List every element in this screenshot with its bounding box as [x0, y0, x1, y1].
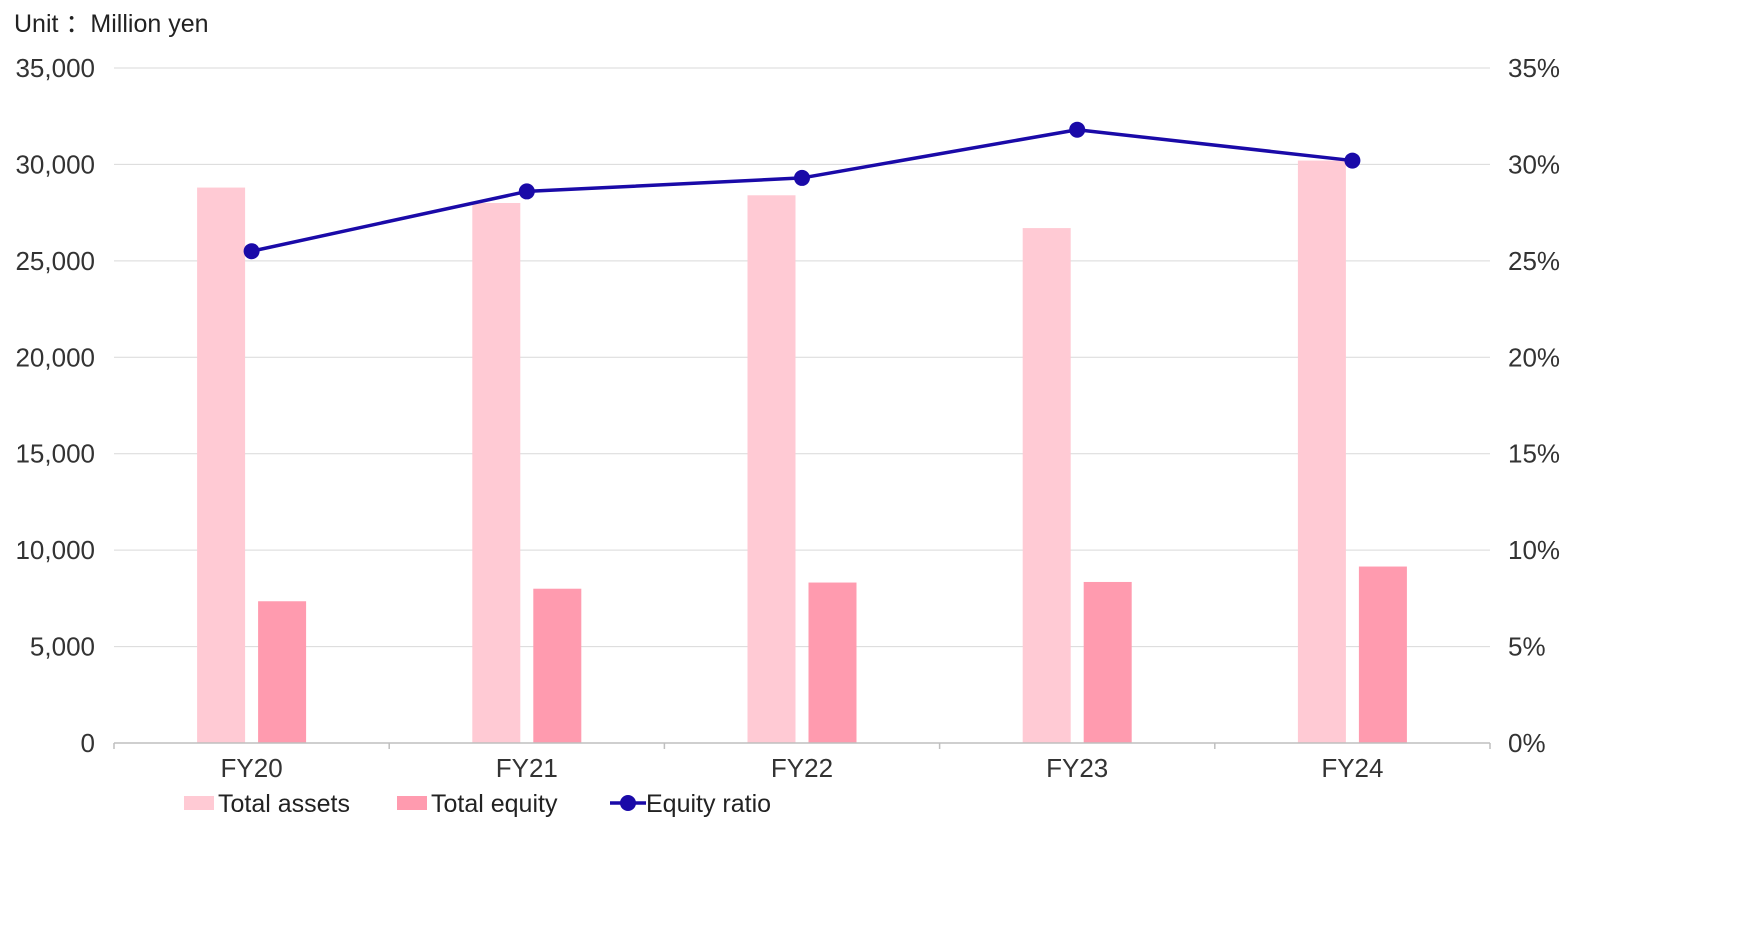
total-assets-bar [1022, 228, 1071, 744]
legend-swatch [397, 796, 427, 810]
y-right-tick-label: 10% [1508, 535, 1560, 565]
total-equity-bar [533, 588, 582, 743]
total-equity-bar [258, 601, 307, 743]
y-right-tick-label: 30% [1508, 149, 1560, 179]
y-right-tick-label: 15% [1508, 439, 1560, 469]
equity-ratio-point [1344, 152, 1361, 169]
equity-ratio-line [251, 127, 1353, 253]
y-left-tick-label: 0 [81, 728, 95, 758]
total-assets-bar [1297, 160, 1346, 744]
y-right-tick-label: 20% [1508, 342, 1560, 372]
y-left-tick-label: 35,000 [15, 53, 95, 83]
y-left-tick-label: 25,000 [15, 246, 95, 276]
lines [243, 121, 1361, 260]
total-equity-bar [808, 582, 857, 743]
total-assets-bar [197, 187, 246, 744]
y-left-tick-label: 30,000 [15, 149, 95, 179]
total-equity-bar [1358, 566, 1407, 743]
x-tick-label: FY24 [1321, 753, 1383, 783]
y-left-tick-label: 20,000 [15, 342, 95, 372]
y-right-tick-label: 5% [1508, 632, 1546, 662]
y-right-tick-label: 0% [1508, 728, 1546, 758]
total-assets-bar [747, 195, 796, 744]
bars [197, 160, 1407, 744]
equity-ratio-point [243, 243, 260, 260]
unit-label: Unit ：Million yen [14, 10, 209, 38]
legend-swatch [184, 796, 214, 810]
x-tick-label: FY21 [496, 753, 558, 783]
x-tick-label: FY22 [771, 753, 833, 783]
y-left-tick-label: 15,000 [15, 439, 95, 469]
equity-ratio-point [794, 169, 810, 186]
legend-swatch-marker [620, 795, 636, 811]
axes: 0 0% 5,000 5% 10,000 10% 15,000 15% 20,000 20% 25,… [15, 53, 1560, 783]
y-right-tick-label: 25% [1508, 246, 1560, 276]
total-equity-bar [1083, 581, 1132, 743]
legend: Total assets Total equity Equity ratio [184, 790, 771, 818]
y-left-tick-label: 10,000 [15, 535, 95, 565]
x-tick-label: FY23 [1046, 753, 1108, 783]
legend-label: Total equity [431, 790, 558, 818]
equity-ratio-point [1069, 121, 1086, 138]
legend-label: Total assets [218, 790, 350, 818]
x-tick-label: FY20 [221, 753, 283, 783]
gridlines [114, 67, 1490, 648]
total-assets-bar [472, 203, 521, 743]
legend-label: Equity ratio [646, 790, 771, 818]
y-left-tick-label: 5,000 [30, 632, 95, 662]
equity-ratio-point [518, 183, 535, 200]
y-right-tick-label: 35% [1508, 53, 1560, 83]
